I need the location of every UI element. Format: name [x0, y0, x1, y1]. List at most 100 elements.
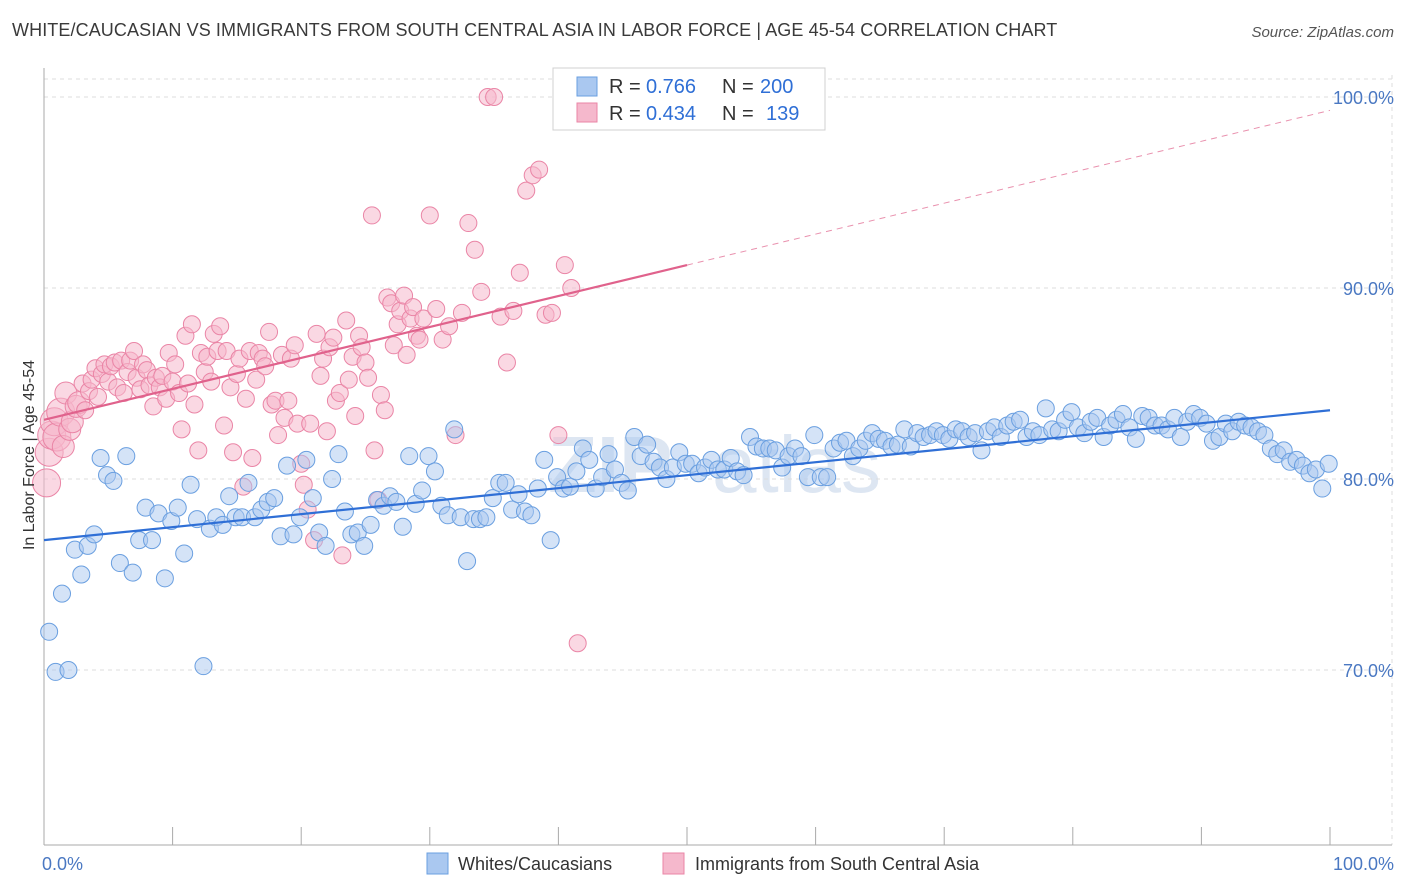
legend-label-immigrants: Immigrants from South Central Asia — [695, 854, 980, 874]
pink-point — [542, 303, 561, 322]
pink-point — [189, 441, 208, 460]
pink-point — [333, 546, 352, 565]
pink-point — [362, 206, 381, 225]
pink-point — [371, 385, 390, 404]
chart-title: WHITE/CAUCASIAN VS IMMIGRANTS FROM SOUTH… — [12, 20, 1058, 40]
pink-point — [311, 366, 330, 385]
blue-point — [155, 569, 174, 588]
y-tick-label: 70.0% — [1343, 661, 1394, 681]
pink-point — [32, 468, 62, 498]
legend-blue-swatch — [426, 852, 449, 875]
trend-lines — [43, 109, 1331, 542]
blue-point — [59, 661, 78, 679]
pink-point — [510, 263, 529, 282]
x-tick-labels: 0.0% 100.0% — [42, 854, 1394, 874]
blue-point — [509, 485, 528, 504]
stats-legend-blue-r-value: 0.766 — [646, 76, 696, 98]
blue-point — [1313, 479, 1332, 498]
pink-trend-line — [43, 264, 688, 421]
blue-point — [239, 473, 258, 492]
blue-point — [91, 448, 110, 467]
pink-point — [359, 368, 378, 387]
stats-legend-blue-n-value: 200 — [760, 76, 793, 98]
blue-point — [458, 552, 477, 571]
pink-point — [89, 387, 108, 406]
pink-point — [224, 443, 243, 462]
y-tick-label: 80.0% — [1343, 470, 1394, 490]
pink-point — [279, 391, 298, 410]
stats-legend-box — [552, 67, 826, 131]
blue-point — [1171, 427, 1190, 446]
pink-point — [260, 322, 279, 341]
blue-point — [535, 450, 554, 469]
stats-legend-blue-swatch — [576, 76, 598, 97]
y-tick-label: 90.0% — [1343, 279, 1394, 299]
blue-point — [1319, 454, 1338, 473]
pink-point — [517, 181, 536, 200]
blue-point — [496, 473, 515, 492]
blue-point — [143, 531, 162, 550]
y-axis-label: In Labor Force | Age 45-54 — [21, 360, 38, 550]
pink-point — [317, 422, 336, 441]
stats-legend-blue-r-label: R = — [609, 76, 641, 98]
pink-point — [375, 401, 394, 420]
blue-point — [541, 531, 560, 550]
pink-point — [397, 345, 416, 364]
blue-point — [117, 447, 136, 466]
pink-point — [427, 300, 446, 319]
pink-point — [339, 370, 358, 389]
pink-point — [330, 384, 349, 403]
blue-point — [355, 536, 374, 555]
stats-legend-blue-n-label: N = — [722, 76, 754, 98]
pink-point — [346, 406, 365, 425]
y-tick-label: 100.0% — [1333, 88, 1394, 108]
pink-point — [301, 414, 320, 433]
blue-point — [413, 481, 432, 500]
blue-point — [483, 489, 502, 508]
pink-point — [215, 416, 234, 435]
pink-point — [414, 309, 433, 328]
blue-point — [123, 563, 142, 582]
pink-point — [485, 88, 504, 106]
source-credit: Source: ZipAtlas.com — [1251, 24, 1394, 41]
blue-point — [580, 450, 599, 469]
pink-point — [172, 420, 191, 439]
blue-point — [181, 475, 200, 494]
blue-point — [297, 450, 316, 469]
blue-point — [805, 426, 824, 445]
pink-point — [568, 634, 587, 653]
blue-series-points — [40, 399, 1338, 681]
pink-point — [420, 206, 439, 225]
pink-point — [530, 160, 549, 179]
pink-point — [459, 214, 478, 233]
blue-point — [72, 565, 91, 584]
pink-point — [497, 353, 516, 372]
pink-point — [384, 336, 403, 355]
pink-point — [307, 324, 326, 343]
pink-point — [549, 426, 568, 445]
blue-point — [1126, 429, 1145, 448]
blue-point — [361, 515, 380, 534]
blue-point — [618, 481, 637, 500]
pink-point — [269, 426, 288, 445]
stats-legend-pink-r-label: R = — [609, 103, 641, 125]
pink-point — [324, 328, 343, 347]
blue-point — [638, 435, 657, 454]
blue-point — [400, 447, 419, 466]
blue-point — [425, 462, 444, 481]
legend-label-whites: Whites/Caucasians — [458, 854, 612, 874]
blue-point — [53, 584, 72, 603]
blue-point — [104, 471, 123, 490]
blue-point — [40, 622, 59, 641]
pink-point — [125, 342, 144, 361]
pink-point — [404, 298, 423, 317]
pink-point — [166, 355, 185, 374]
blue-point — [818, 468, 837, 487]
pink-point — [211, 317, 230, 336]
blue-point — [265, 489, 284, 508]
blue-point — [477, 508, 496, 527]
x-tick-label: 100.0% — [1333, 854, 1394, 874]
x-tick-label: 0.0% — [42, 854, 83, 874]
pink-point — [555, 256, 574, 275]
blue-point — [522, 506, 541, 525]
